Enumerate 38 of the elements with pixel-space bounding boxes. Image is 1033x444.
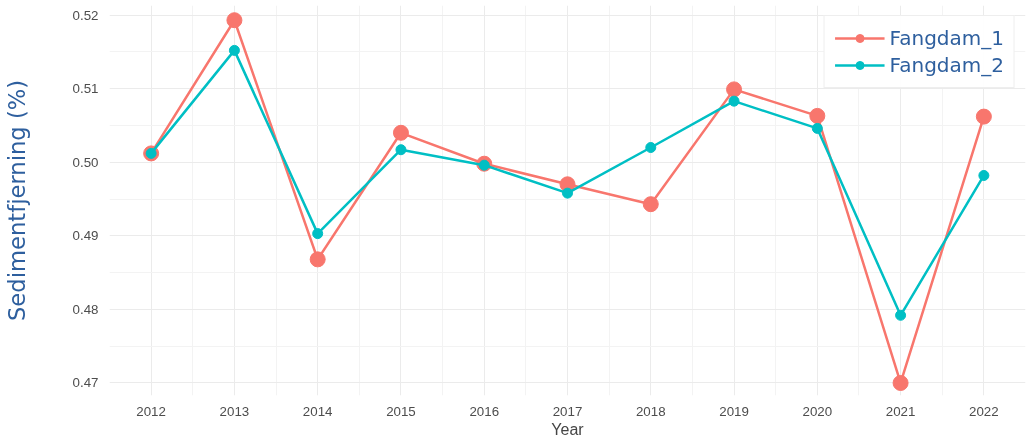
point (975, 108, 992, 125)
y-tick-label: 0.50 (72, 154, 99, 170)
point (642, 196, 659, 213)
x-tick-label: 2017 (552, 403, 583, 419)
y-tick-label: 0.52 (72, 7, 99, 23)
legend-label: Fangdam_2 (889, 53, 1004, 77)
x-tick-label: 2012 (136, 403, 166, 419)
point (309, 251, 326, 268)
x-tick-label: 2014 (302, 403, 334, 419)
point (392, 124, 409, 141)
y-tick-label: 0.48 (72, 301, 99, 317)
x-tick-label: 2020 (802, 403, 833, 419)
point (811, 122, 823, 134)
point (726, 81, 743, 98)
x-tick-label: 2013 (219, 403, 250, 419)
x-tick-label: 2016 (469, 403, 500, 419)
y-tick-label: 0.47 (72, 375, 99, 391)
point (809, 107, 826, 124)
y-tick-label: 0.49 (72, 228, 99, 244)
legend-label: Fangdam_1 (889, 26, 1004, 50)
point (895, 309, 907, 321)
x-tick-label: 2019 (719, 403, 749, 419)
point (645, 142, 657, 154)
point (562, 187, 573, 199)
point (228, 44, 240, 56)
x-tick-label: 2022 (969, 403, 999, 419)
x-tick-label: 2018 (635, 403, 666, 419)
x-axis-title: Year (551, 420, 585, 438)
point (312, 228, 324, 240)
x-tick-label: 2015 (386, 403, 416, 419)
point (226, 12, 243, 29)
y-axis-title: Sedimentfjerning (%) (3, 79, 30, 322)
y-tick-label: 0.51 (72, 81, 99, 97)
point (978, 169, 990, 181)
point (395, 144, 407, 156)
x-tick-label: 2021 (885, 403, 916, 419)
point (892, 375, 909, 391)
point (728, 95, 740, 107)
